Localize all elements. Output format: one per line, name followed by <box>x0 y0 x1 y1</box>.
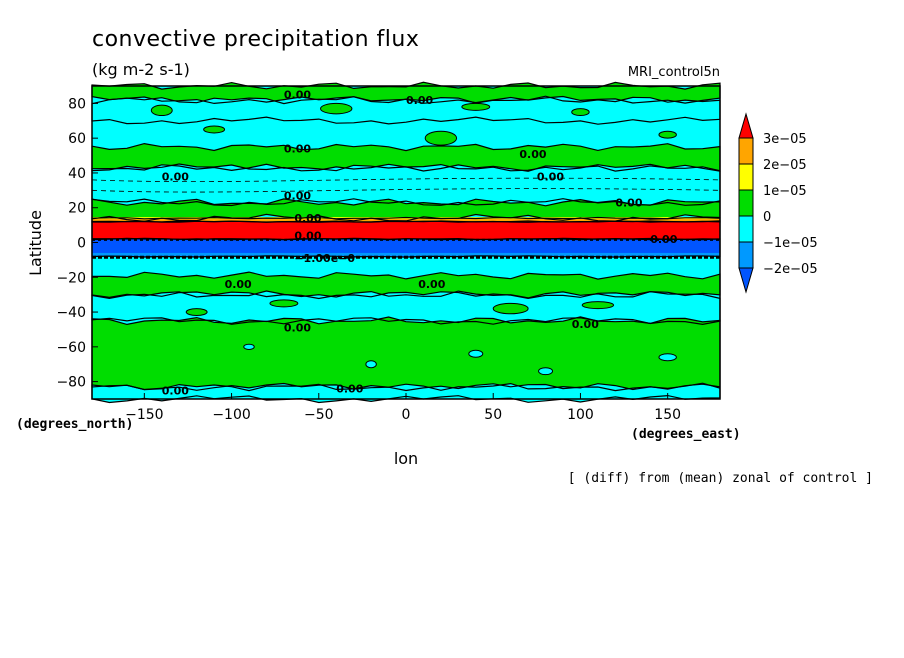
contour-blob <box>150 104 173 117</box>
contour-blob <box>365 360 377 369</box>
contour-band <box>92 217 720 220</box>
contour-band <box>92 96 720 125</box>
colorbar-arrow-top <box>738 112 754 139</box>
y-tick-label: 80 <box>68 96 86 112</box>
contour-band <box>92 143 720 171</box>
y-tick-label: 20 <box>68 201 86 217</box>
contour-blob <box>538 367 554 376</box>
colorbar-arrow-bottom <box>738 267 754 294</box>
contour-label: 0.00 <box>162 384 189 397</box>
contour-band <box>92 164 720 206</box>
contour-band <box>92 198 720 222</box>
contour-label: 0.00 <box>572 318 599 331</box>
y-axis-label: Latitude <box>26 210 45 276</box>
x-tick-label: 150 <box>654 407 681 423</box>
contour-label: 0.00 <box>284 143 311 156</box>
x-tick-label: 100 <box>567 407 594 423</box>
contour-blob <box>243 343 255 350</box>
contour-blob <box>203 125 226 134</box>
colorbar-label: 1e−05 <box>763 184 807 199</box>
contour-blob <box>320 102 353 115</box>
contour-blob <box>185 308 208 317</box>
colorbar-label: 3e−05 <box>763 132 807 147</box>
contour-blob <box>658 353 677 362</box>
contour-label: 0.00 <box>418 278 445 291</box>
contour-line <box>91 177 721 183</box>
contour-label: 0.00 <box>225 278 252 291</box>
contour-blob <box>571 108 590 117</box>
colorbar-box <box>738 163 754 191</box>
contour-blob <box>492 302 529 315</box>
colorbar-box <box>738 215 754 243</box>
contour-band <box>92 220 720 240</box>
x-tick-label: −50 <box>304 407 334 423</box>
contour-label: 0.00 <box>336 383 363 396</box>
contour-label: 0.00 <box>294 230 321 243</box>
x-tick-label: 0 <box>402 407 411 423</box>
contour-line <box>91 188 721 193</box>
contour-blob <box>468 349 484 358</box>
x-axis-label: lon <box>394 449 418 468</box>
colorbar-label: −2e−05 <box>763 262 818 277</box>
contour-label: 0.00 <box>294 212 321 225</box>
y-tick-label: −40 <box>56 305 86 321</box>
contour-label: −1.00e−0 <box>294 252 355 265</box>
y-tick-label: −60 <box>56 340 86 356</box>
colorbar-label: 0 <box>763 210 771 225</box>
contour-label: 0.00 <box>615 197 642 210</box>
x-tick-label: 50 <box>484 407 502 423</box>
y-tick-label: −20 <box>56 270 86 286</box>
contour-label: 0.00 <box>650 233 677 246</box>
contour-blob <box>461 102 491 111</box>
contour-blob <box>269 299 299 308</box>
contour-label: 0.00 <box>284 89 311 102</box>
chart-title: convective precipitation flux <box>92 27 419 52</box>
colorbar-box <box>738 137 754 165</box>
contour-blob <box>424 130 458 146</box>
y-units-label: (degrees_north) <box>16 417 133 432</box>
footnote: [ (diff) from (mean) zonal of control ] <box>568 471 873 486</box>
contour-blob <box>581 301 615 310</box>
contour-label: 0.00 <box>162 170 189 183</box>
y-tick-label: 60 <box>68 131 86 147</box>
colorbar-label: 2e−05 <box>763 158 807 173</box>
x-tick-label: −100 <box>212 407 250 423</box>
colorbar-label: −1e−05 <box>763 236 818 251</box>
contour-band <box>92 316 720 391</box>
contour-label: 0.00 <box>284 190 311 203</box>
y-tick-label: −80 <box>56 375 86 391</box>
contour-band <box>92 291 720 325</box>
model-label: MRI_control5n <box>628 65 720 80</box>
colorbar-box <box>738 241 754 269</box>
plot-area: 0.00 0.00 0.00 0.00 0.00 0.00 0.00 0.00 0.00 0.00… <box>91 81 721 404</box>
contour-label: 0.00 <box>537 170 564 183</box>
x-units-label: (degrees_east) <box>631 427 741 442</box>
contour-band <box>92 252 720 256</box>
colorbar: 3e−05 2e−05 1e−05 0 −1e−05 −2e−05 <box>738 112 818 294</box>
y-tick-label: 40 <box>68 166 86 182</box>
x-tick-label: −150 <box>125 407 163 423</box>
y-tick-label: 0 <box>77 236 86 252</box>
contour-label: 0.00 <box>519 148 546 161</box>
colorbar-box <box>738 189 754 217</box>
contour-blob <box>658 130 677 139</box>
contour-label: 0.00 <box>406 94 433 107</box>
contour-label: 0.00 <box>284 322 311 335</box>
contour-band <box>92 238 720 258</box>
chart-units: (kg m-2 s-1) <box>92 60 190 79</box>
